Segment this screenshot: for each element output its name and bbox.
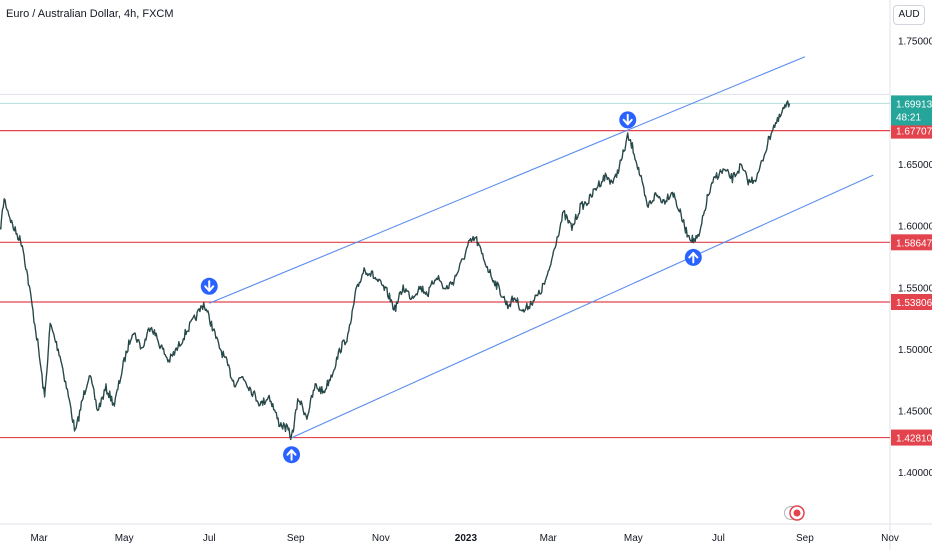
x-tick-label: Jul bbox=[203, 533, 216, 544]
level-price-labels: 1.67707 1.58647 1.53806 1.42810 1.69913 48:21 bbox=[891, 95, 932, 446]
x-tick-label: Mar bbox=[30, 533, 48, 544]
level-price-tag bbox=[891, 293, 932, 310]
currency-button[interactable]: AUD bbox=[893, 5, 925, 25]
time-axis[interactable]: Mar May Jul Sep Nov 2023 Mar May Jul Sep Nov bbox=[30, 533, 898, 544]
logo-dot bbox=[793, 509, 801, 517]
trend-channel[interactable] bbox=[209, 56, 874, 439]
x-tick-label: 2023 bbox=[455, 533, 478, 544]
y-tick-label: 1.40000 bbox=[898, 468, 932, 479]
y-tick-label: 1.75000 bbox=[898, 37, 932, 48]
last-price-tag bbox=[891, 95, 932, 126]
channel-line-upper bbox=[209, 56, 806, 304]
y-tick-label: 1.60000 bbox=[898, 222, 932, 233]
y-tick-label: 1.45000 bbox=[898, 407, 932, 418]
x-tick-label: May bbox=[115, 533, 134, 544]
x-tick-label: May bbox=[624, 533, 643, 544]
level-price-tag bbox=[891, 234, 932, 251]
y-tick-label: 1.55000 bbox=[898, 283, 932, 294]
last-price-text: 1.69913 bbox=[896, 99, 932, 110]
support-resistance-levels bbox=[0, 130, 890, 439]
arrow-down-icon bbox=[619, 111, 637, 129]
channel-line-lower bbox=[291, 174, 874, 439]
level-price-tag bbox=[891, 122, 932, 139]
level-price-text: 1.67707 bbox=[896, 127, 932, 138]
arrow-glyph bbox=[688, 251, 699, 264]
level-price-tag bbox=[891, 429, 932, 446]
level-price-text: 1.58647 bbox=[896, 238, 932, 249]
arrow-up-icon bbox=[684, 248, 702, 266]
level-price-text: 1.53806 bbox=[896, 298, 932, 309]
level-price-text: 1.42810 bbox=[896, 434, 932, 445]
arrow-glyph bbox=[204, 280, 215, 292]
x-tick-label: Mar bbox=[540, 533, 558, 544]
pivot-arrows bbox=[200, 111, 702, 464]
tradingview-logo-icon bbox=[784, 505, 805, 521]
x-tick-label: Sep bbox=[796, 533, 814, 544]
arrow-glyph bbox=[286, 449, 297, 461]
arrow-glyph bbox=[622, 113, 633, 126]
x-tick-label: Jul bbox=[712, 533, 725, 544]
price-line bbox=[0, 100, 791, 441]
x-tick-label: Nov bbox=[881, 533, 899, 544]
arrow-up-icon bbox=[283, 446, 301, 464]
countdown-text: 48:21 bbox=[896, 112, 921, 123]
price-series bbox=[0, 100, 791, 441]
x-tick-label: Sep bbox=[287, 533, 305, 544]
chart-title: Euro / Australian Dollar, 4h, FXCM bbox=[6, 8, 174, 20]
y-tick-label: 1.65000 bbox=[898, 160, 932, 171]
y-tick-label: 1.50000 bbox=[898, 345, 932, 356]
arrow-down-icon bbox=[200, 277, 218, 295]
x-tick-label: Nov bbox=[372, 533, 390, 544]
price-line-highlight bbox=[0, 100, 790, 440]
